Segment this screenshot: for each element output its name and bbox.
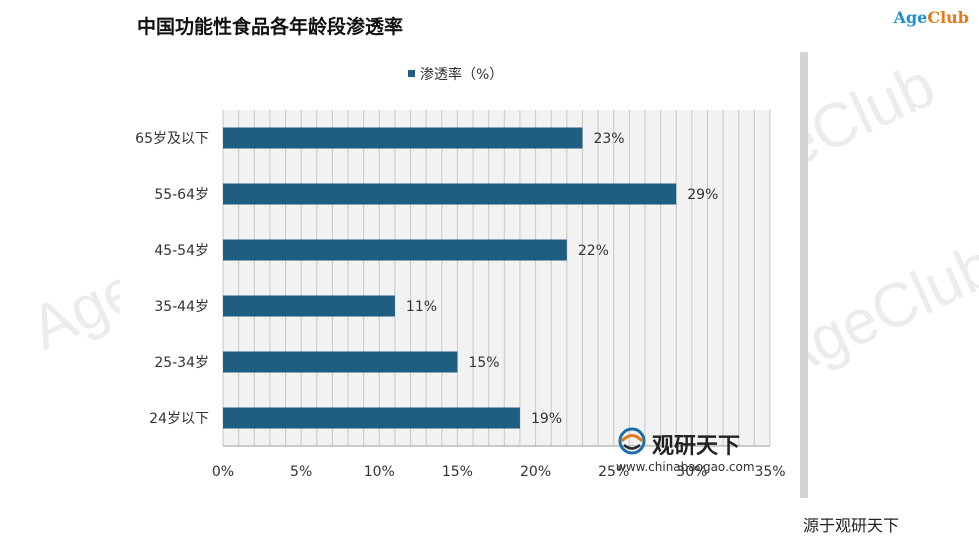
plot-area (223, 110, 770, 446)
bar (223, 183, 677, 205)
x-tick-label: 5% (290, 464, 312, 480)
page-title: 中国功能性食品各年龄段渗透率 (137, 16, 404, 38)
x-tick-label: 0% (212, 464, 234, 480)
source-note: 源于观研天下 (803, 516, 900, 535)
data-label: 15% (468, 355, 499, 371)
chart-panel-shadow (800, 52, 808, 498)
legend-swatch (408, 70, 415, 77)
x-tick-label: 15% (442, 464, 473, 480)
y-tick-label: 35-44岁 (154, 299, 209, 315)
x-tick-label: 25% (598, 464, 629, 480)
bar (223, 295, 395, 317)
logo-url: www.chinabaogao.com (616, 460, 755, 474)
data-label: 23% (593, 131, 624, 147)
x-tick-label: 30% (676, 464, 707, 480)
y-tick-label: 65岁及以下 (135, 131, 209, 147)
chart-panel: 渗透率（%） 23% 29% 22% 11% 15% 19% 65岁及以下 55-64岁 45… (120, 52, 800, 496)
data-label: 29% (687, 187, 718, 203)
data-label: 19% (531, 411, 562, 427)
data-label: 22% (578, 243, 609, 259)
globe-swirl-icon (618, 427, 646, 455)
brand-logo-part: Age (893, 8, 928, 27)
bar (223, 351, 458, 373)
y-tick-label: 55-64岁 (154, 187, 209, 203)
bar (223, 239, 567, 261)
data-label: 11% (406, 299, 437, 315)
brand-logo-part: Club (927, 8, 969, 27)
y-tick-label: 25-34岁 (154, 355, 209, 371)
brand-logo: AgeClub (894, 8, 969, 27)
y-tick-label: 24岁以下 (149, 411, 209, 427)
x-tick-label: 35% (754, 464, 785, 480)
bar (223, 407, 520, 429)
y-tick-label: 45-54岁 (154, 243, 209, 259)
logo-name: 观研天下 (652, 434, 741, 459)
bar (223, 127, 583, 149)
legend-label: 渗透率（%） (420, 66, 503, 83)
bar-chart: 渗透率（%） 23% 29% 22% 11% 15% 19% 65岁及以下 55-64岁 45… (135, 66, 785, 480)
x-tick-label: 10% (364, 464, 395, 480)
x-tick-label: 20% (520, 464, 551, 480)
